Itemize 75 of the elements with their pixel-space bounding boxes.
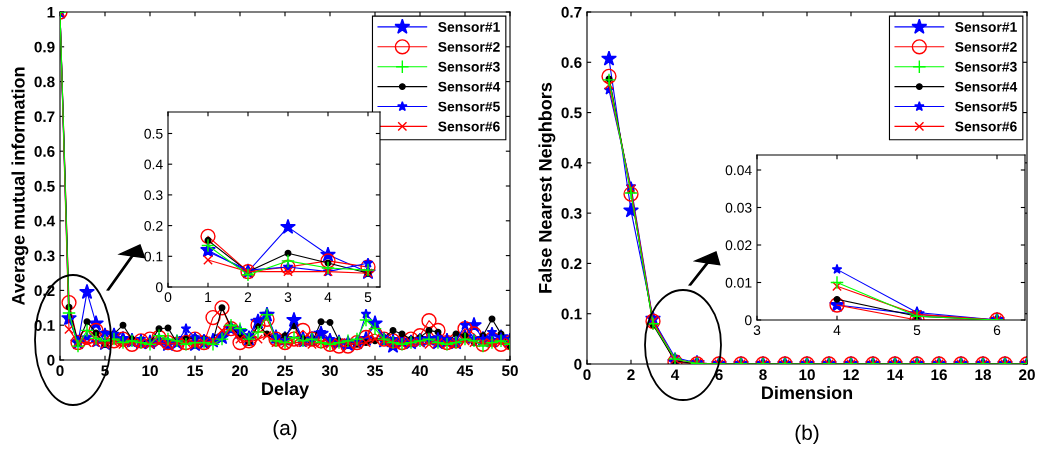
legend-label: Sensor#4 <box>438 81 501 92</box>
legend-label: Sensor#1 <box>955 22 1017 32</box>
y-tick-label: 0 <box>155 282 163 293</box>
x-axis-title: Delay <box>262 381 309 399</box>
x-tick-label: 18 <box>975 369 992 381</box>
x-tick-label: 4 <box>670 369 680 380</box>
y-tick-label: 0.04 <box>725 165 752 176</box>
x-tick-label: 50 <box>501 365 518 377</box>
y-tick-label: 0.6 <box>34 146 55 157</box>
y-tick-label: 0.8 <box>34 76 55 88</box>
x-tick-label: 14 <box>887 369 904 380</box>
x-tick-label: 2 <box>244 292 252 302</box>
x-tick-label: 6 <box>993 325 1001 336</box>
y-tick-label: 0.3 <box>34 250 55 262</box>
y-tick-label: 0.5 <box>34 180 55 192</box>
y-tick-label: 0.9 <box>34 41 55 53</box>
y-tick-label: 0.03 <box>725 202 752 213</box>
legend-label: Sensor#5 <box>438 101 500 112</box>
legend-label: Sensor#3 <box>438 61 500 72</box>
x-tick-label: 25 <box>277 365 294 377</box>
y-tick-label: 0.01 <box>725 277 752 288</box>
text: (a) <box>273 419 297 440</box>
y-tick-label: 0 <box>744 315 752 326</box>
legend-label: Sensor#3 <box>955 61 1017 72</box>
legend-label: Sensor#2 <box>438 41 500 52</box>
x-tick-label: 30 <box>321 365 338 377</box>
y-tick-label: 0.4 <box>144 159 163 170</box>
x-axis-title: Dimension <box>762 385 853 400</box>
x-tick-label: 20 <box>232 365 248 377</box>
y-tick-label: 0.5 <box>561 107 582 119</box>
y-tick-label: 0.7 <box>561 6 582 18</box>
x-tick-label: 10 <box>799 369 815 381</box>
y-tick-label: 0.5 <box>144 128 163 139</box>
y-tick-label: 0.2 <box>144 220 163 231</box>
x-tick-label: 35 <box>366 365 384 377</box>
x-tick-label: 45 <box>456 365 474 377</box>
x-tick-label: 0 <box>56 365 64 377</box>
legend-label: Sensor#2 <box>955 41 1017 52</box>
y-tick-label: 0.02 <box>725 240 752 251</box>
legend-label: Sensor#6 <box>955 121 1017 132</box>
y-axis-title: Average mutual information <box>11 67 29 306</box>
x-tick-label: 1 <box>205 292 212 302</box>
x-tick-label: 5 <box>913 325 921 336</box>
x-tick-label: 8 <box>759 369 767 381</box>
y-tick-label: 0 <box>47 354 55 366</box>
x-tick-label: 3 <box>753 325 761 336</box>
y-tick-label: 0.6 <box>561 57 582 68</box>
legend-label: Sensor#1 <box>438 22 500 32</box>
y-axis-title: False Nearest Neighbors <box>538 82 556 293</box>
y-tick-label: 0.3 <box>561 208 582 219</box>
x-tick-label: 4 <box>324 292 332 302</box>
x-tick-label: 0 <box>583 369 591 381</box>
y-tick-label: 0.1 <box>144 251 163 262</box>
x-tick-label: 3 <box>284 292 292 303</box>
x-tick-label: 5 <box>364 292 372 303</box>
y-tick-label: 0.7 <box>34 111 55 123</box>
y-tick-label: 0.1 <box>561 308 582 320</box>
y-tick-label: 0.4 <box>561 157 583 169</box>
x-tick-label: 40 <box>411 365 428 377</box>
x-tick-label: 16 <box>931 369 947 381</box>
x-tick-label: 10 <box>142 365 158 377</box>
y-tick-label: 0.3 <box>144 190 163 201</box>
x-tick-label: 20 <box>1019 369 1035 381</box>
x-tick-label: 0 <box>164 292 172 303</box>
legend-label: Sensor#4 <box>955 81 1018 92</box>
x-tick-label: 15 <box>187 365 204 377</box>
legend-label: Sensor#5 <box>955 101 1017 112</box>
y-tick-label: 0.4 <box>34 215 56 227</box>
x-tick-label: 2 <box>627 369 635 380</box>
y-tick-label: 1 <box>47 7 55 18</box>
text: (b) <box>795 424 819 445</box>
y-tick-label: 0.2 <box>561 258 582 270</box>
x-tick-label: 12 <box>843 369 859 380</box>
legend-label: Sensor#6 <box>438 121 500 132</box>
x-tick-label: 4 <box>833 325 841 335</box>
